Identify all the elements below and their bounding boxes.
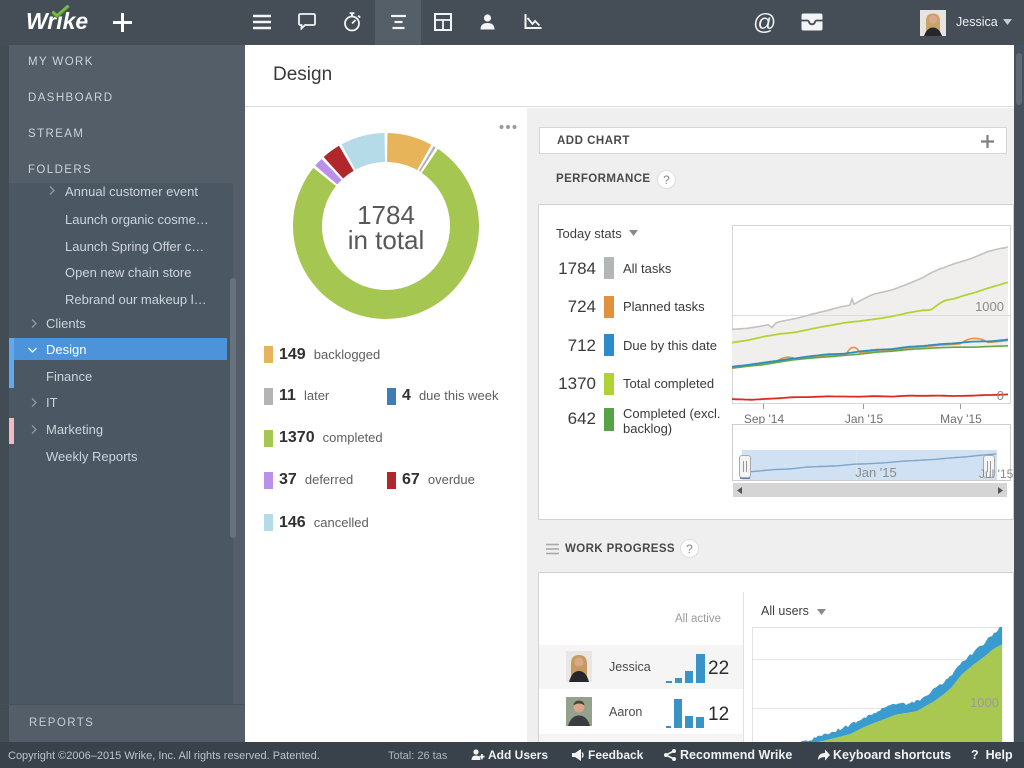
svg-text:0: 0 <box>997 388 1004 403</box>
svg-text:1000: 1000 <box>970 695 999 710</box>
svg-text:Jan '15: Jan '15 <box>855 465 897 480</box>
svg-text:1000: 1000 <box>975 299 1004 314</box>
